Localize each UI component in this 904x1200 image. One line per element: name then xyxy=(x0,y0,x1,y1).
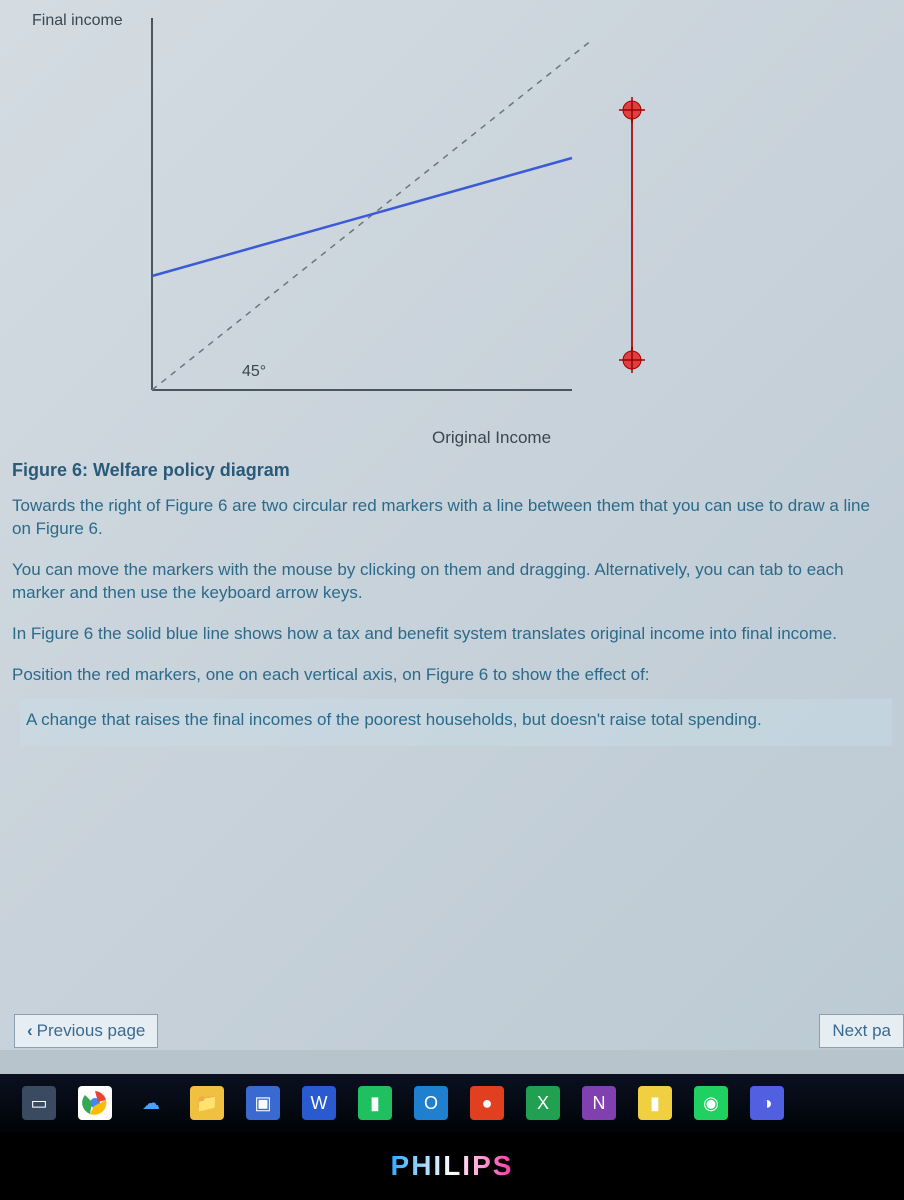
marker-bottom[interactable] xyxy=(619,347,645,373)
taskbar-cloud-icon[interactable]: ☁ xyxy=(134,1086,168,1120)
taskbar-notes-icon[interactable]: ▮ xyxy=(638,1086,672,1120)
monitor-bezel: PHILIPS xyxy=(0,1132,904,1200)
instruction-para-1: Towards the right of Figure 6 are two ci… xyxy=(12,495,892,541)
taskbar-app2-icon[interactable]: ▮ xyxy=(358,1086,392,1120)
angle-label: 45° xyxy=(242,363,266,380)
taskbar-app3-icon[interactable]: ● xyxy=(470,1086,504,1120)
taskbar-word-icon[interactable]: W xyxy=(302,1086,336,1120)
instruction-para-3: In Figure 6 the solid blue line shows ho… xyxy=(12,623,892,646)
monitor-brand: PHILIPS xyxy=(391,1150,514,1182)
diagram-svg: 45° xyxy=(12,10,712,420)
nav-row: ‹ Previous page Next pa xyxy=(14,1014,904,1048)
taskbar-explorer-icon[interactable]: 📁 xyxy=(190,1086,224,1120)
taskbar: ▭ ☁ 📁 ▣ W ▮ O ● XN ▮ ◉ ◑ xyxy=(0,1074,904,1132)
taskbar-onenote-icon[interactable]: N xyxy=(582,1086,616,1120)
taskbar-chrome-icon[interactable] xyxy=(78,1086,112,1120)
x-axis-label: Original Income xyxy=(432,428,551,448)
figure-caption: Figure 6: Welfare policy diagram xyxy=(12,460,892,481)
welfare-diagram[interactable]: Final income 45° Original xyxy=(12,10,892,450)
prev-label: Previous page xyxy=(37,1021,146,1041)
taskbar-task-view-icon[interactable]: ▭ xyxy=(22,1086,56,1120)
next-page-button[interactable]: Next pa xyxy=(819,1014,904,1048)
page-content: Final income 45° Original xyxy=(0,0,904,1050)
chevron-left-icon: ‹ xyxy=(27,1021,33,1041)
taskbar-discord-icon[interactable]: ◑ xyxy=(750,1086,784,1120)
next-label: Next pa xyxy=(832,1021,891,1041)
taskbar-spotify-icon[interactable]: ◉ xyxy=(694,1086,728,1120)
taskbar-outlook-icon[interactable]: O xyxy=(414,1086,448,1120)
instruction-para-4: Position the red markers, one on each ve… xyxy=(12,664,892,687)
taskbar-excel-icon[interactable]: X xyxy=(526,1086,560,1120)
instruction-para-2: You can move the markers with the mouse … xyxy=(12,559,892,605)
taskbar-app1-icon[interactable]: ▣ xyxy=(246,1086,280,1120)
marker-top[interactable] xyxy=(619,97,645,123)
previous-page-button[interactable]: ‹ Previous page xyxy=(14,1014,158,1048)
question-prompt: A change that raises the final incomes o… xyxy=(20,699,892,746)
